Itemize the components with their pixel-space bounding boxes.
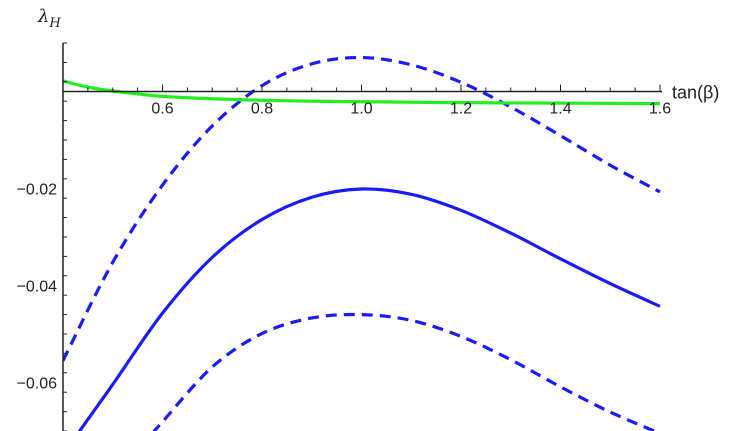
ticks: 0.6 0.8 1.0 1.2 1.4 1.6 −0.02 −0.04 −0.06 <box>17 42 671 431</box>
x-tick-label: 1.2 <box>450 101 472 118</box>
series-line-1 <box>63 55 661 362</box>
x-tick-label: 1.4 <box>549 101 571 118</box>
x-tick-label: 1.6 <box>649 101 671 118</box>
y-tick-label: −0.06 <box>17 376 58 393</box>
series-line-3 <box>152 312 659 431</box>
y-tick-label: −0.04 <box>17 279 58 296</box>
y-tick-label: −0.02 <box>17 182 58 199</box>
series-line-2 <box>77 187 661 431</box>
y-axis-label: λH <box>37 6 61 31</box>
x-tick-label: 0.8 <box>251 101 273 118</box>
x-tick-label: 1.0 <box>350 101 372 118</box>
x-axis-label: tan(β) <box>672 83 719 103</box>
x-tick-label: 0.6 <box>151 101 173 118</box>
